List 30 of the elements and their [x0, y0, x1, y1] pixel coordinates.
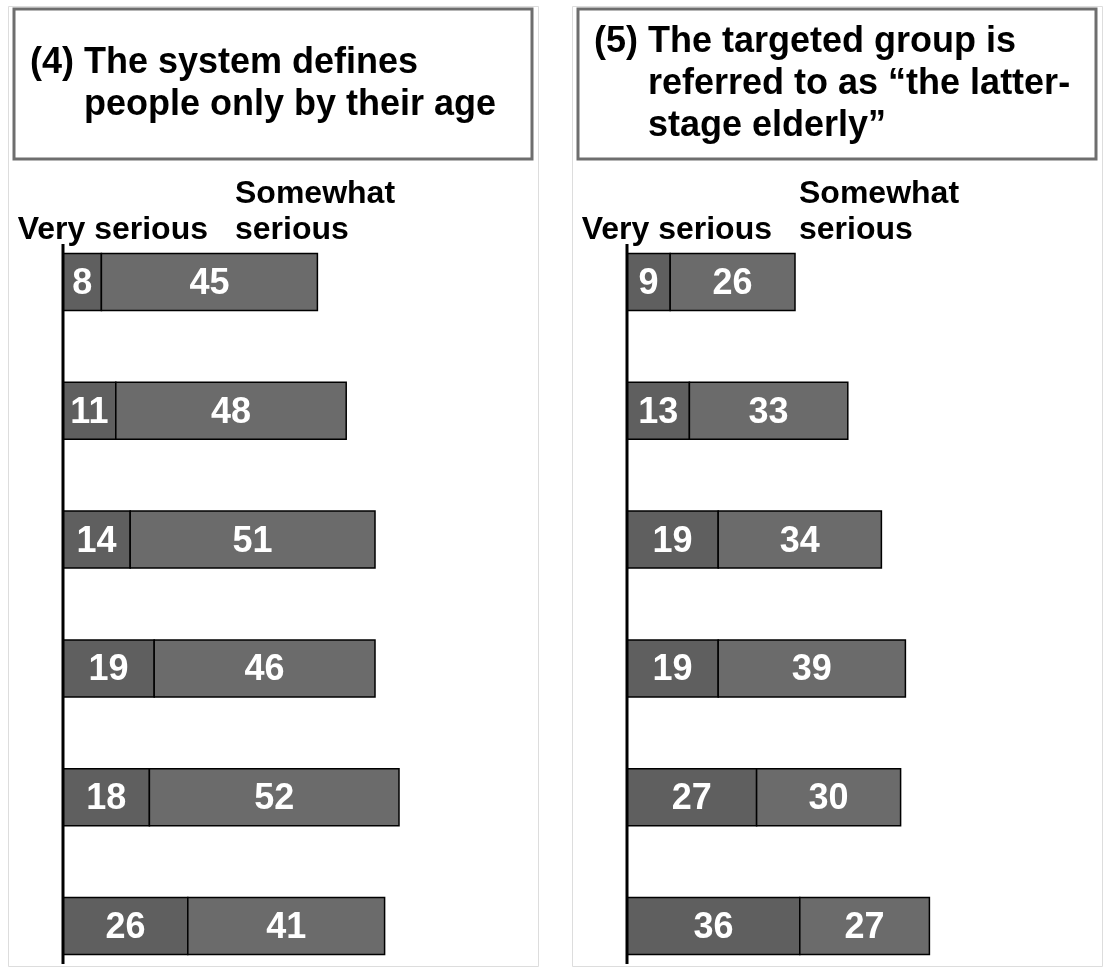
series-label: Somewhat serious	[799, 174, 960, 246]
data-label: 34	[779, 518, 820, 560]
chart-title: (5) The targeted group is referred to as “the latter-stage elderly”	[594, 19, 1071, 144]
chart-title: (4) The system defines people only by their age	[30, 40, 497, 123]
data-label: 13	[638, 389, 679, 431]
data-label: 41	[266, 905, 307, 946]
series-label: Somewhat serious	[235, 174, 396, 246]
data-label: 33	[748, 389, 789, 431]
data-label: 39	[791, 647, 832, 689]
data-label: 52	[254, 776, 295, 818]
data-label: 8	[72, 261, 93, 302]
data-label: 36	[693, 905, 734, 946]
data-label: 14	[76, 518, 117, 560]
data-label: 27	[671, 776, 712, 818]
data-label: 26	[105, 905, 146, 946]
data-label: 27	[844, 905, 885, 946]
data-label: 11	[70, 389, 109, 431]
series-label: Very serious	[17, 210, 208, 246]
data-label: 9	[638, 261, 659, 302]
data-label: 19	[652, 647, 693, 689]
data-label: 48	[210, 389, 252, 431]
data-label: 45	[189, 261, 230, 302]
data-label: 46	[244, 647, 285, 689]
data-label: 19	[652, 518, 693, 560]
data-label: 26	[712, 261, 753, 302]
series-label: Very serious	[581, 210, 772, 246]
data-label: 51	[232, 518, 273, 560]
data-label: 30	[808, 776, 849, 818]
data-label: 18	[86, 776, 127, 818]
data-label: 19	[88, 647, 129, 689]
